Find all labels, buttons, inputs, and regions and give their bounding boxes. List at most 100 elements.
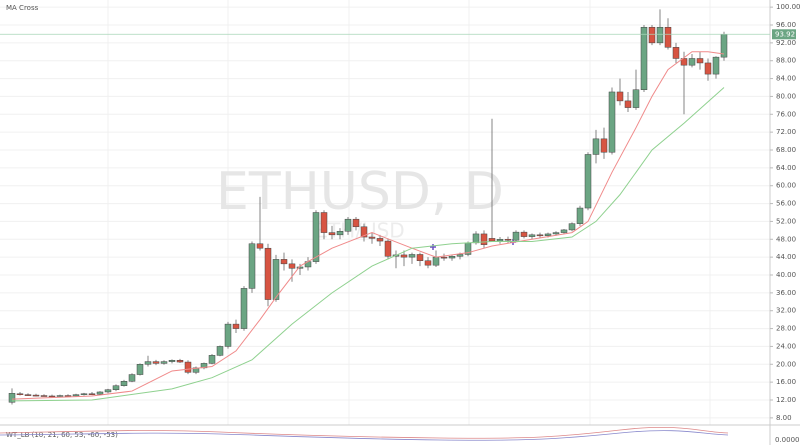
candle-body: [400, 254, 408, 258]
candle-body: [248, 243, 256, 289]
candle-body: [288, 263, 296, 269]
y-tick-label: 48.00: [776, 235, 796, 243]
candle-body: [344, 218, 352, 232]
candle-body: [672, 47, 680, 59]
candle-body: [432, 256, 440, 266]
candle-body: [112, 385, 120, 390]
candle-body: [152, 361, 160, 364]
candle-body: [448, 256, 456, 259]
candle-body: [536, 234, 544, 237]
candle-body: [160, 361, 168, 364]
candle-body: [488, 238, 496, 242]
candle-body: [616, 91, 624, 102]
candle-body: [352, 218, 360, 228]
candle-body: [368, 236, 376, 239]
y-tick-label: 36.00: [776, 289, 796, 297]
y-tick-label: 96.00: [776, 21, 796, 29]
watermark-pair: ETH/USD: [315, 219, 404, 243]
candle-body: [88, 393, 96, 395]
cross-marker: [430, 244, 436, 250]
candle-body: [56, 395, 64, 397]
candle-body: [280, 259, 288, 265]
indicator-line: [0, 426, 729, 439]
candle-body: [656, 26, 664, 44]
candle-body: [496, 239, 504, 242]
candle-body: [480, 233, 488, 245]
y-tick-label: 72.00: [776, 128, 796, 136]
candle-body: [408, 254, 416, 258]
candle-body: [640, 26, 648, 90]
candle-body: [648, 26, 656, 44]
y-tick-label: 32.00: [776, 307, 796, 315]
candle-body: [504, 239, 512, 241]
candle-body: [232, 323, 240, 329]
candle-body: [592, 138, 600, 155]
candle-body: [264, 247, 272, 300]
candle-body: [272, 259, 280, 300]
candle-body: [328, 232, 336, 236]
candle-body: [32, 394, 40, 397]
candle-body: [376, 238, 384, 242]
candle-body: [16, 393, 24, 395]
y-tick-label: 12.00: [776, 396, 796, 404]
last-price-box: [772, 29, 796, 40]
candle-body: [440, 256, 448, 259]
y-tick-label: 60.00: [776, 182, 796, 190]
y-tick-label: 88.00: [776, 57, 796, 65]
moving-average: [11, 51, 725, 400]
y-tick-label: 28.00: [776, 325, 796, 333]
y-tick-label: 52.00: [776, 217, 796, 225]
candle-body: [40, 395, 48, 397]
candle-body: [664, 26, 672, 48]
last-price-label: 93.92: [775, 30, 795, 38]
candle-body: [696, 58, 704, 64]
y-tick-label: 44.00: [776, 253, 796, 261]
candle-body: [312, 212, 320, 262]
candle-body: [256, 243, 264, 249]
candle-body: [624, 100, 632, 108]
y-tick-label: 20.00: [776, 360, 796, 368]
candle-body: [168, 360, 176, 362]
candle-body: [72, 394, 80, 397]
candle-body: [360, 226, 368, 238]
candle-body: [712, 56, 720, 75]
candle-body: [104, 389, 112, 393]
y-tick-label: 80.00: [776, 92, 796, 100]
y-tick-label: 16.00: [776, 378, 796, 386]
candle-body: [48, 395, 56, 398]
moving-average: [11, 87, 725, 402]
candle-body: [560, 229, 568, 233]
candle-body: [424, 260, 432, 266]
candle-body: [688, 58, 696, 66]
candle-body: [704, 62, 712, 75]
candle-body: [144, 361, 152, 365]
candle-body: [224, 323, 232, 347]
indicator-label: WT_LB (10, 21, 60, 53, -60, -53): [6, 431, 118, 439]
candle-body: [120, 381, 128, 386]
candle-body: [96, 391, 104, 395]
candle-body: [520, 231, 528, 237]
candle-body: [216, 346, 224, 356]
y-tick-label: 8.00: [776, 414, 792, 422]
candle-body: [176, 360, 184, 363]
candle-body: [472, 233, 480, 244]
y-tick-label: 64.00: [776, 164, 796, 172]
candle-body: [128, 374, 136, 382]
candle-body: [512, 231, 520, 241]
candle-body: [544, 233, 552, 236]
y-tick-label: 56.00: [776, 200, 796, 208]
indicator-axis-label: 0.0000: [775, 436, 800, 444]
candle-body: [632, 89, 640, 108]
candle-body: [80, 393, 88, 395]
candle-body: [136, 364, 144, 375]
y-tick-label: 84.00: [776, 75, 796, 83]
candle-body: [320, 212, 328, 233]
candle-body: [184, 361, 192, 373]
candle-body: [584, 154, 592, 209]
candle-body: [208, 355, 216, 364]
candle-body: [24, 394, 32, 396]
indicator-line: [0, 430, 729, 441]
y-tick-label: 24.00: [776, 342, 796, 350]
